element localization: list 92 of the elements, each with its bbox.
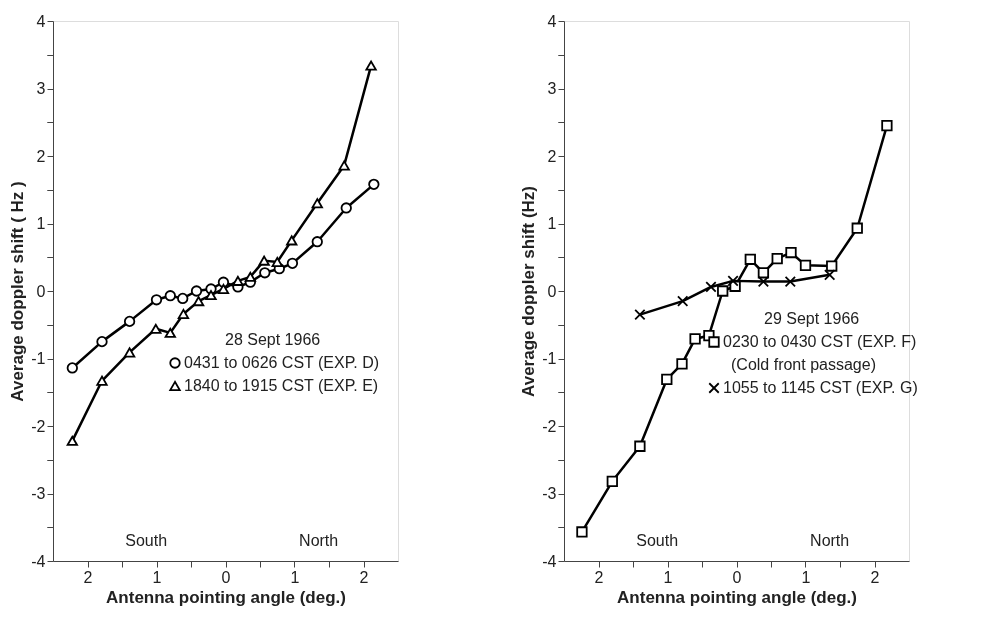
point <box>881 119 893 132</box>
point <box>340 202 352 214</box>
point <box>727 275 739 287</box>
point <box>677 295 689 307</box>
y-tick-label: 2 <box>547 147 557 165</box>
x-axis-title: Antenna pointing angle (deg.) <box>106 587 346 607</box>
point <box>757 267 770 279</box>
legend-label: 0431 to 0626 CST (EXP. D) <box>184 354 380 371</box>
point <box>826 260 838 272</box>
y-tick-label: -1 <box>542 350 557 367</box>
point <box>96 375 108 386</box>
point <box>177 292 189 305</box>
legend-label: 1840 to 1915 CST (EXP. E) <box>184 377 379 394</box>
y-tick-label: -1 <box>31 350 46 367</box>
x-tick-label: 0 <box>221 568 231 586</box>
annotation: North <box>299 532 339 549</box>
y-tick-label: -2 <box>542 417 557 435</box>
legend-title: 28 Sept 1966 <box>225 331 321 348</box>
point <box>757 275 770 288</box>
y-tick-label: 0 <box>547 282 557 300</box>
point <box>311 198 323 209</box>
point <box>205 290 217 301</box>
point <box>634 440 646 452</box>
y-tick-label: 1 <box>36 215 46 232</box>
point <box>123 347 136 358</box>
point <box>661 373 673 386</box>
point <box>177 308 190 319</box>
x-tick-label: 0 <box>732 568 742 586</box>
legend-title: 29 Sept 1966 <box>764 310 860 327</box>
point <box>150 323 162 334</box>
point <box>799 259 812 271</box>
y-tick-label: 4 <box>547 12 557 30</box>
point <box>66 435 78 446</box>
point <box>784 275 796 288</box>
point <box>271 256 283 267</box>
point <box>676 358 688 370</box>
y-axis-title: Average doppler shift (Hz) <box>519 186 539 397</box>
y-tick-label: 3 <box>36 80 46 97</box>
point <box>259 267 271 279</box>
point <box>785 246 797 259</box>
y-tick-label: -3 <box>542 485 557 502</box>
annotation: North <box>810 532 850 549</box>
point <box>286 235 298 246</box>
y-tick-label: -4 <box>31 552 46 570</box>
point <box>190 285 203 297</box>
point <box>164 290 176 302</box>
point <box>96 335 108 348</box>
point <box>164 327 176 338</box>
point <box>258 255 270 266</box>
x-tick-label: 2 <box>83 568 93 586</box>
point <box>576 526 588 538</box>
y-tick-label: -2 <box>31 417 46 435</box>
point <box>365 60 377 71</box>
x-tick-label: 2 <box>594 568 604 586</box>
point <box>744 253 756 265</box>
x-tick-label: 2 <box>359 568 369 586</box>
point <box>368 178 380 190</box>
point <box>634 308 646 321</box>
y-tick-label: 2 <box>36 147 46 165</box>
legend-label: 1055 to 1145 CST (EXP. G) <box>723 379 918 396</box>
x-tick-label: 1 <box>152 568 162 586</box>
annotation: South <box>125 532 168 549</box>
x-tick-label: 2 <box>870 568 880 586</box>
x-tick-label: 1 <box>663 568 673 586</box>
point <box>689 333 701 345</box>
point <box>606 475 618 487</box>
point <box>244 271 256 282</box>
y-axis-title: Average doppler shift ( Hz ) <box>8 181 28 402</box>
point <box>123 315 136 328</box>
x-tick-label: 1 <box>290 568 300 586</box>
y-tick-label: 4 <box>36 12 46 30</box>
y-tick-label: 3 <box>547 80 557 97</box>
point <box>217 283 230 294</box>
point <box>824 269 836 281</box>
point <box>338 160 350 171</box>
x-tick-label: 1 <box>801 568 811 586</box>
point <box>771 252 783 265</box>
point <box>192 296 205 307</box>
y-tick-label: 1 <box>547 215 557 232</box>
point <box>66 362 78 374</box>
point <box>150 294 163 306</box>
point <box>851 222 863 234</box>
point <box>311 236 323 248</box>
point <box>705 281 717 293</box>
x-axis-title: Antenna pointing angle (deg.) <box>617 587 857 607</box>
y-tick-label: 0 <box>36 282 46 300</box>
annotation: South <box>636 532 679 549</box>
y-tick-label: -3 <box>31 485 46 502</box>
legend-label: 0230 to 0430 CST (EXP. F) (Cold front passage) <box>723 333 917 373</box>
point <box>286 257 299 269</box>
y-tick-label: -4 <box>542 552 557 570</box>
point <box>717 285 729 297</box>
